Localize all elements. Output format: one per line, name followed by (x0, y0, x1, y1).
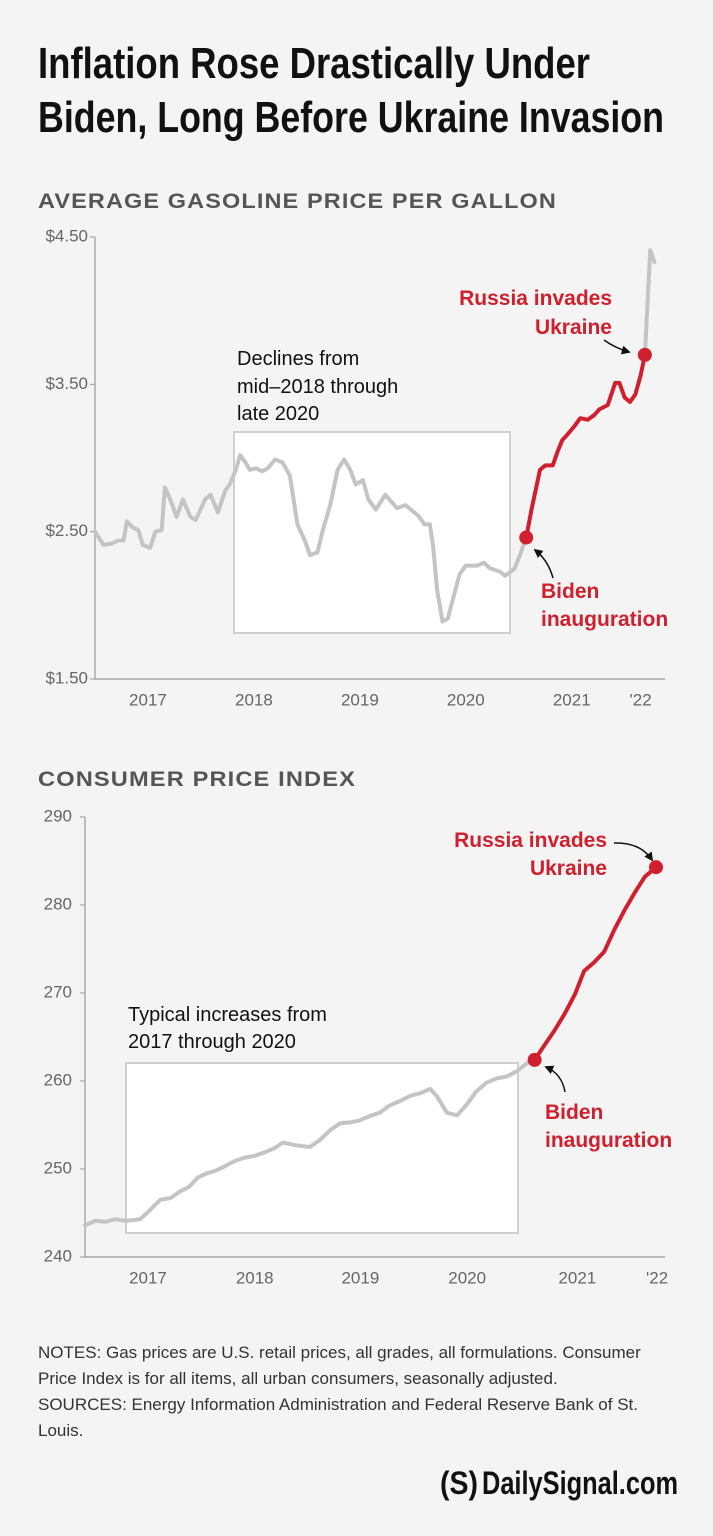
event-label: inauguration (545, 1129, 672, 1152)
event-point (637, 347, 652, 362)
y-tick-label: 270 (44, 982, 72, 1001)
x-tick-label: 2020 (448, 1268, 486, 1287)
event-label: Biden (541, 580, 599, 603)
y-tick-label: 260 (44, 1070, 72, 1089)
data-line (532, 865, 658, 1062)
x-tick-label: 2017 (129, 690, 167, 709)
box-note: Declines from (237, 348, 359, 370)
event-label: Russia invades (454, 829, 607, 852)
logo-mark: (S) (440, 1465, 478, 1501)
x-tick-label: 2018 (235, 690, 273, 709)
plot: $1.50 $2.50 $3.50 $4.50 2017 2018 2019 2020 2021… (45, 226, 657, 709)
x-tick-label: '22 (630, 690, 652, 709)
sources-text: SOURCES: Energy Information Administrati… (38, 1395, 638, 1440)
y-tick-label: $2.50 (45, 521, 88, 540)
title-line: Inflation Rose Drastically Under (38, 39, 590, 88)
box-note: Typical increases from (128, 1004, 327, 1026)
x-tick-label: 2018 (236, 1268, 274, 1287)
y-tick-label: $3.50 (45, 374, 88, 393)
y-tick-label: 290 (44, 806, 72, 825)
plot: 240 250 260 270 280 290 2017 2018 2019 2020 2021 '2… (44, 806, 669, 1287)
title-line: Biden, Long Before Ukraine Invasion (38, 93, 664, 142)
data-line (93, 453, 529, 624)
event-point (649, 860, 664, 875)
arrow (613, 842, 653, 862)
arrow (603, 339, 631, 355)
data-line (524, 352, 647, 540)
data-line (642, 248, 657, 357)
event-label: Biden (545, 1101, 603, 1124)
highlight-box (233, 431, 511, 634)
event-label: Ukraine (530, 857, 607, 880)
y-tick-label: 250 (44, 1158, 72, 1177)
box-note: late 2020 (237, 403, 319, 425)
box-note: 2017 through 2020 (128, 1031, 296, 1053)
x-tick-label: 2019 (341, 1268, 379, 1287)
y-tick-label: $1.50 (45, 668, 88, 687)
event-label: Russia invades (459, 287, 612, 310)
highlight-box (125, 1062, 519, 1234)
notes-text: NOTES: Gas prices are U.S. retail prices… (38, 1343, 641, 1388)
event-point (519, 530, 534, 545)
event-point (527, 1052, 542, 1067)
x-tick-label: 2021 (553, 690, 591, 709)
y-tick-label: 280 (44, 894, 72, 913)
x-tick-label: 2020 (447, 690, 485, 709)
box-note: mid–2018 through (237, 376, 398, 398)
x-tick-label: 2017 (129, 1268, 167, 1287)
chart-title: AVERAGE GASOLINE PRICE PER GALLON (38, 190, 557, 213)
event-label: inauguration (541, 608, 668, 631)
x-tick-label: 2021 (558, 1268, 596, 1287)
event-label: Ukraine (535, 316, 612, 339)
y-tick-label: 240 (44, 1246, 72, 1265)
logo-text: DailySignal.com (482, 1465, 678, 1501)
notes: NOTES: Gas prices are U.S. retail prices… (38, 1340, 678, 1444)
y-tick-label: $4.50 (45, 226, 88, 245)
x-tick-label: 2019 (341, 690, 379, 709)
x-tick-label: '22 (646, 1268, 668, 1287)
data-line (83, 1057, 537, 1228)
chart-title: CONSUMER PRICE INDEX (38, 768, 356, 791)
arrow (544, 1065, 566, 1093)
arrow (533, 548, 554, 579)
